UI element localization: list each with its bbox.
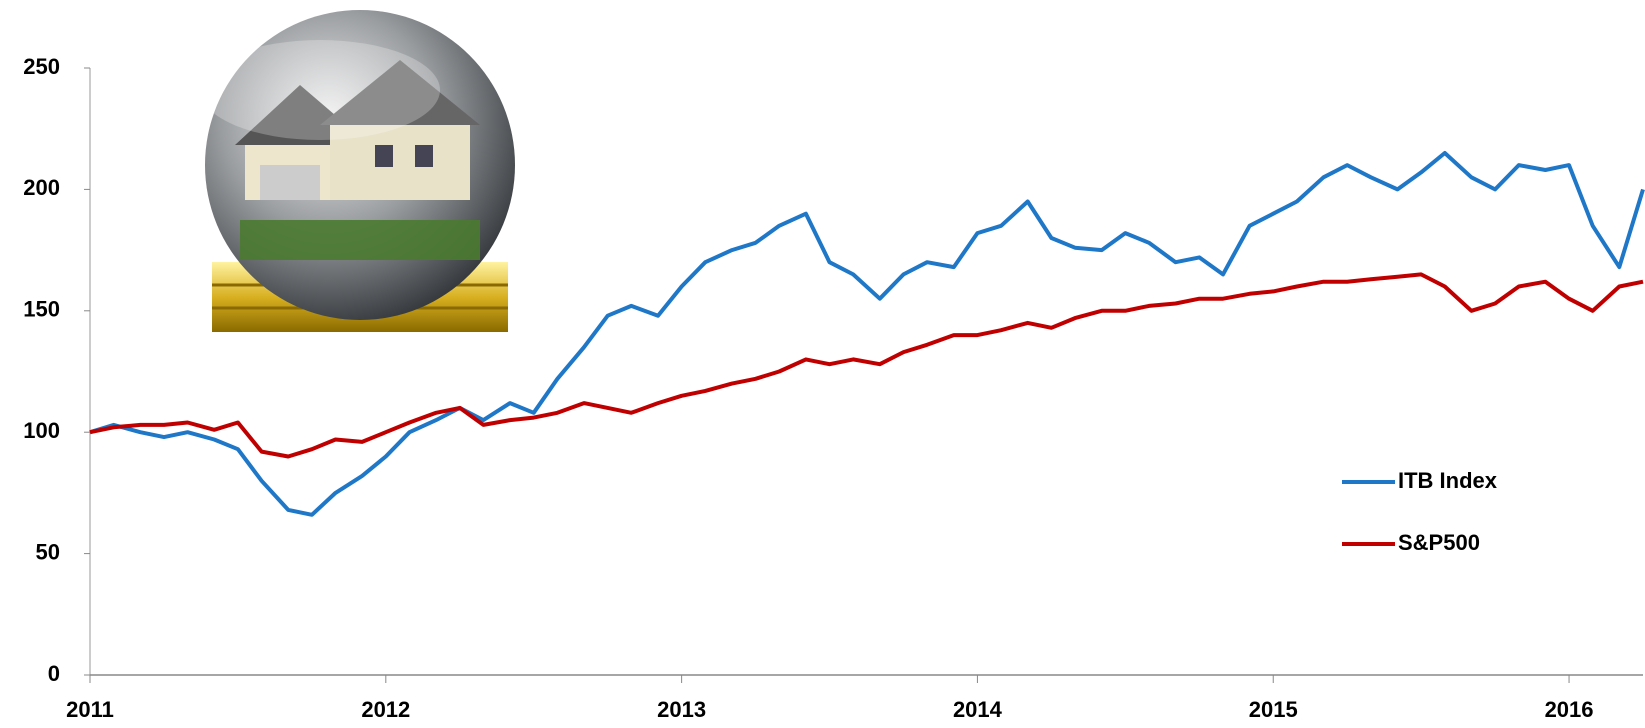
x-tick-label: 2013 bbox=[657, 697, 706, 722]
y-tick-label: 50 bbox=[36, 539, 60, 564]
y-tick-label: 250 bbox=[23, 54, 60, 79]
y-tick-label: 200 bbox=[23, 175, 60, 200]
x-tick-label: 2011 bbox=[66, 697, 114, 722]
page: 0 50 100 150 200 250 2011 2012 2013 2014 2015 2016 I… bbox=[0, 0, 1645, 728]
y-tick-label: 150 bbox=[23, 297, 60, 322]
x-tick-label: 2016 bbox=[1545, 697, 1594, 722]
legend-label: S&P500 bbox=[1398, 530, 1480, 555]
y-tick-label: 0 bbox=[48, 661, 60, 686]
x-tick-label: 2014 bbox=[953, 697, 1003, 722]
x-tick-label: 2012 bbox=[361, 697, 410, 722]
legend-label: ITB Index bbox=[1398, 468, 1498, 493]
chart: 0 50 100 150 200 250 2011 2012 2013 2014 2015 2016 I… bbox=[0, 0, 1645, 728]
y-tick-label: 100 bbox=[23, 418, 60, 443]
x-tick-label: 2015 bbox=[1249, 697, 1298, 722]
crystal-ball-image bbox=[200, 10, 515, 332]
